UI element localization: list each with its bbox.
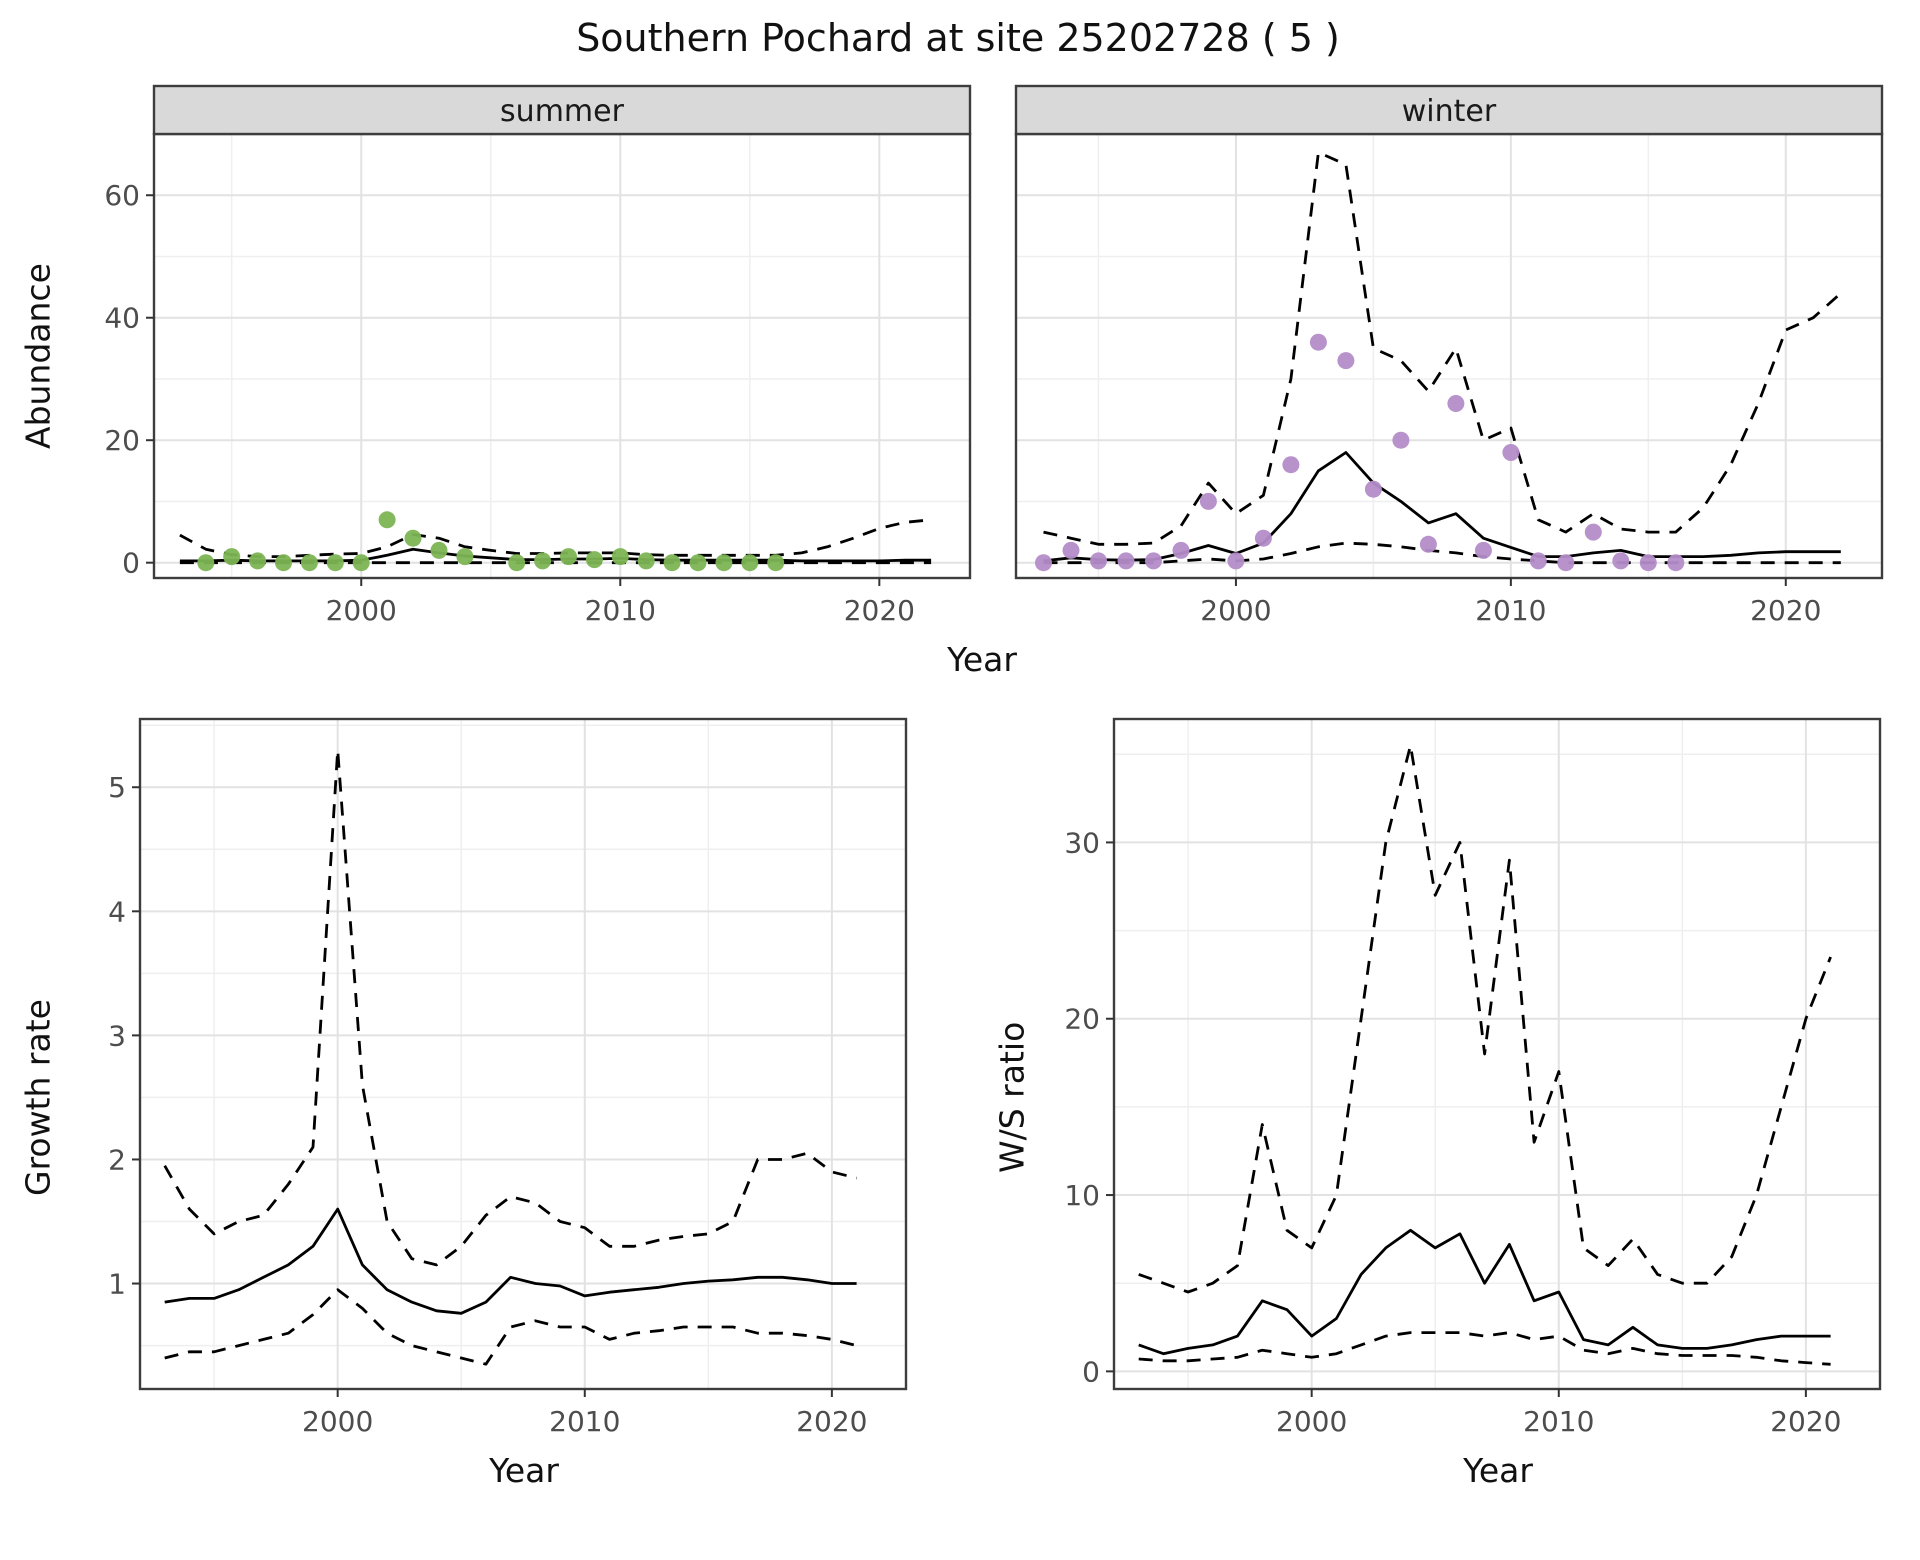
derived-metrics-row: Growth rate 2000 2010 2020 1 2 3 4 5 Year W/S r… [14, 705, 1902, 1490]
winter-gridlines [1016, 133, 1882, 578]
svg-text:10: 10 [1064, 1179, 1100, 1212]
svg-text:2020: 2020 [1750, 594, 1821, 627]
svg-text:2000: 2000 [1276, 1405, 1347, 1438]
growth-rate-plot: 2000 2010 2020 1 2 3 4 5 [108, 717, 908, 1438]
ws-axes: 2000 2010 2020 0 10 20 30 [1064, 717, 1882, 1438]
svg-text:2000: 2000 [1200, 594, 1271, 627]
winter-lower_ci-line [1043, 541, 1841, 564]
facet-winter: winter 2000 2010 2020 [996, 76, 1902, 636]
summer-facet-strip [152, 84, 972, 135]
ws-ratio-plot: 2000 2010 2020 0 10 20 30 [1064, 717, 1882, 1438]
svg-text:20: 20 [104, 424, 140, 457]
ws-median-line [1138, 1228, 1831, 1355]
svg-text:0: 0 [1082, 1355, 1100, 1388]
winter-upper_ci-line [1043, 150, 1842, 546]
svg-text:2010: 2010 [1523, 1405, 1594, 1438]
abundance-row: Abundance summer 2000 2010 2020 0 20 40 60 wint… [14, 76, 1902, 636]
svg-text:5: 5 [108, 771, 126, 804]
svg-text:0: 0 [122, 546, 140, 579]
growth-rate-x-axis-label: Year [489, 1450, 559, 1490]
winter-abundance-plot: winter 2000 2010 2020 [1014, 84, 1884, 627]
svg-text:4: 4 [108, 895, 126, 928]
summer-abundance-plot: summer 2000 2010 2020 0 20 40 60 [104, 84, 972, 627]
summer-gridlines [154, 133, 970, 578]
growth-rate-block: Growth rate 2000 2010 2020 1 2 3 4 5 Year [14, 705, 928, 1490]
svg-text:1: 1 [108, 1267, 126, 1300]
ws-ratio-block: W/S ratio 2000 2010 2020 0 10 20 30 Year [988, 705, 1902, 1490]
abundance-y-axis-label: Abundance [18, 262, 58, 449]
svg-text:2020: 2020 [796, 1405, 867, 1438]
facet-summer: summer 2000 2010 2020 0 20 40 60 [76, 76, 982, 636]
ws-ratio-y-axis-label: W/S ratio [992, 1021, 1032, 1173]
winter-facet-strip-label: winter [1402, 94, 1497, 129]
svg-text:2020: 2020 [844, 594, 915, 627]
svg-text:20: 20 [1064, 1002, 1100, 1035]
growth-rate-y-axis-label: Growth rate [18, 998, 58, 1196]
svg-text:30: 30 [1064, 826, 1100, 859]
growth-series [163, 748, 857, 1366]
growth-median-line [164, 1207, 857, 1315]
growth-rate-column: 2000 2010 2020 1 2 3 4 5 Year [62, 705, 928, 1490]
svg-text:2000: 2000 [326, 594, 397, 627]
ws-lower_ci-line [1138, 1330, 1831, 1366]
ws-ratio-x-axis-label: Year [1463, 1450, 1533, 1490]
ws-series [1138, 743, 1832, 1366]
figure-title: Southern Pochard at site 25202728 ( 5 ) [576, 16, 1340, 60]
svg-text:40: 40 [104, 301, 140, 334]
abundance-x-axis-label: Year [947, 639, 1017, 679]
ws-gridlines [1114, 718, 1880, 1389]
winter-facet-strip [1014, 84, 1884, 135]
summer-axes: summer 2000 2010 2020 0 20 40 60 [104, 84, 972, 627]
growth-gridlines [140, 718, 906, 1389]
svg-text:2020: 2020 [1770, 1405, 1841, 1438]
winter-observed-points [1035, 333, 1685, 571]
summer-facet-strip-label: summer [500, 94, 625, 129]
svg-text:2010: 2010 [1475, 594, 1546, 627]
figure: Southern Pochard at site 25202728 ( 5 ) … [14, 16, 1902, 1490]
svg-text:2: 2 [108, 1143, 126, 1176]
svg-text:2000: 2000 [302, 1405, 373, 1438]
svg-text:2010: 2010 [549, 1405, 620, 1438]
svg-text:60: 60 [104, 179, 140, 212]
svg-text:3: 3 [108, 1019, 126, 1052]
ws-upper_ci-line [1138, 743, 1832, 1293]
growth-axes: 2000 2010 2020 1 2 3 4 5 [108, 717, 908, 1438]
ws-ratio-column: 2000 2010 2020 0 10 20 30 Year [1036, 705, 1902, 1490]
svg-text:2010: 2010 [585, 594, 656, 627]
winter-axes: winter 2000 2010 2020 [1014, 84, 1884, 627]
summer-observed-points [197, 510, 785, 571]
